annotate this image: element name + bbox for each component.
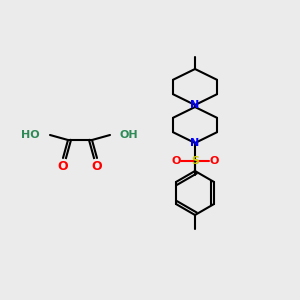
Text: O: O (171, 156, 181, 166)
Text: HO: HO (21, 130, 40, 140)
Text: O: O (58, 160, 68, 172)
Text: O: O (209, 156, 219, 166)
Text: N: N (190, 138, 200, 148)
Text: OH: OH (120, 130, 139, 140)
Text: N: N (190, 100, 200, 110)
Text: O: O (92, 160, 102, 172)
Text: S: S (191, 156, 199, 166)
